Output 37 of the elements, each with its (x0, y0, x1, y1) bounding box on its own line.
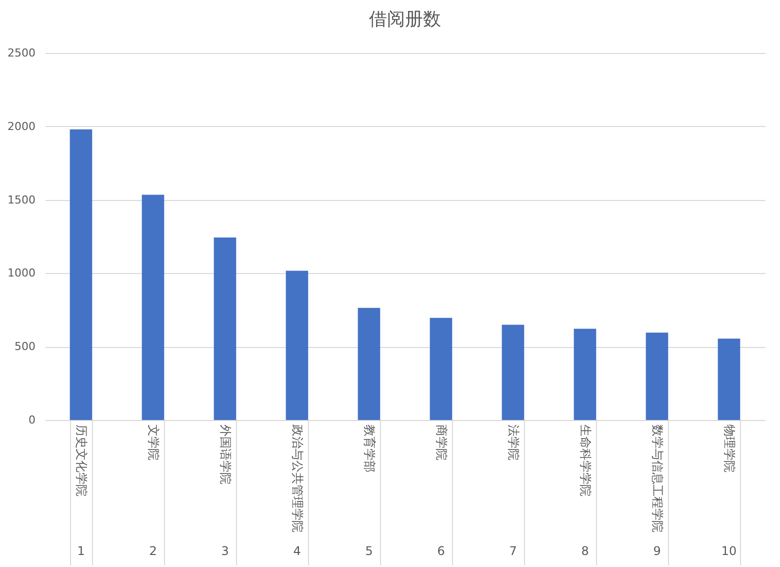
text: 5 (365, 544, 373, 558)
x-tick-label: 政治与公共管理学院 (290, 424, 304, 532)
text: 6 (437, 544, 445, 558)
text: 3 (221, 544, 229, 558)
text: 8 (581, 544, 589, 558)
bar (142, 194, 164, 420)
y-tick-label: 2000 (8, 120, 36, 133)
chart-title: 借阅册数 (369, 9, 441, 30)
text: 4 (293, 544, 301, 558)
text: 10 (721, 544, 737, 558)
bar (358, 308, 380, 420)
y-tick-label: 1500 (8, 193, 36, 206)
bar (574, 328, 596, 420)
text: 2 (149, 544, 157, 558)
x-tick-label: 文学院 (146, 424, 160, 460)
y-tick-label: 500 (14, 340, 36, 354)
text: 7 (509, 544, 517, 558)
x-tick-label: 法学院 (506, 424, 520, 460)
x-tick-label: 外国语学院 (218, 424, 232, 484)
bar (70, 129, 92, 420)
bar (430, 318, 452, 420)
x-tick-label: 物理学院 (722, 424, 736, 472)
y-tick-label: 1000 (8, 266, 36, 280)
y-tick-label: 2500 (8, 46, 36, 60)
bar (502, 324, 524, 420)
x-tick-label: 生命科学学院 (578, 424, 592, 496)
x-tick-label: 历史文化学院 (74, 424, 88, 496)
x-tick-label: 数学与信息工程学院 (650, 424, 664, 532)
text: 1 (77, 544, 85, 558)
bar (214, 238, 236, 420)
bar (718, 338, 740, 420)
x-tick-label: 教育学部 (362, 424, 376, 472)
bar (646, 332, 668, 420)
text: 9 (653, 544, 661, 558)
x-tick-label: 商学院 (434, 424, 448, 460)
bar (286, 270, 308, 420)
y-tick-label: 0 (28, 414, 36, 426)
